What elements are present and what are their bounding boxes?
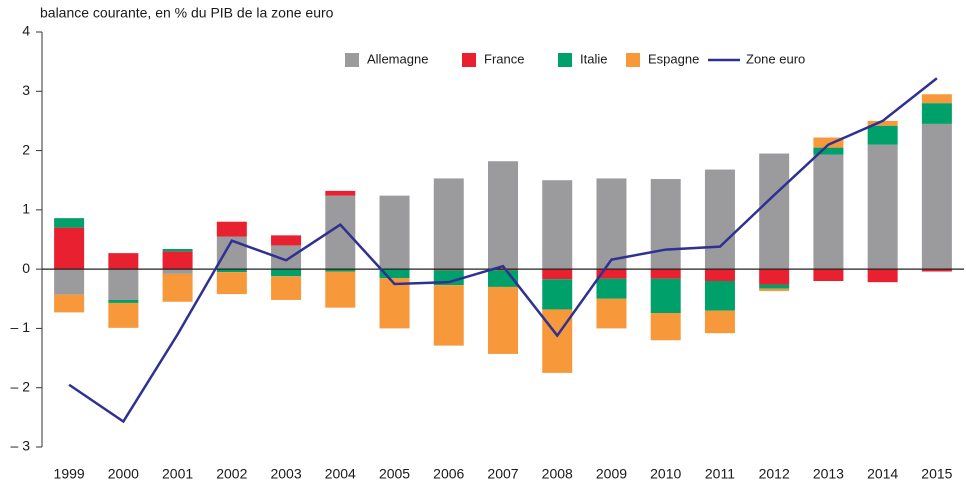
bar-segment — [759, 269, 790, 285]
x-tick-label: 2001 — [162, 466, 193, 482]
y-tick-label: – 3 — [11, 438, 31, 454]
x-tick-label: 2007 — [487, 466, 518, 482]
bar-segment — [108, 299, 139, 303]
x-tick-label: 2000 — [108, 466, 139, 482]
bar-segment — [542, 279, 573, 310]
legend-swatch — [345, 53, 359, 67]
line — [68, 77, 938, 424]
bar-segment — [759, 153, 790, 270]
bar-segment — [542, 269, 573, 280]
bar-segment — [271, 245, 302, 270]
y-tick-label: 0 — [22, 260, 30, 276]
bar-segment — [216, 221, 247, 237]
bar-segment — [650, 278, 681, 314]
bar-segment — [759, 288, 790, 292]
bar-segment — [867, 144, 898, 270]
x-tick-label: 2003 — [270, 466, 301, 482]
bar-segment — [325, 190, 356, 196]
legend-label: Espagne — [648, 51, 699, 66]
bar-segment — [704, 269, 735, 281]
x-tick-label: 2013 — [813, 466, 844, 482]
bar-segment — [813, 147, 844, 155]
bar-segment — [433, 178, 464, 270]
bar-segment — [867, 269, 898, 283]
x-tick-label: 2008 — [542, 466, 573, 482]
bar-segment — [162, 273, 193, 302]
bar-segment — [54, 227, 85, 270]
bar-segment — [162, 248, 193, 252]
bar-segment — [379, 195, 410, 270]
y-tick-label: – 2 — [11, 378, 31, 394]
bar-segment — [921, 94, 952, 104]
x-tick-label: 2004 — [325, 466, 356, 482]
legend-swatch — [462, 53, 476, 67]
bar-segment — [108, 253, 139, 270]
bar-segment — [488, 286, 518, 354]
x-tick-label: 2010 — [650, 466, 681, 482]
y-tick-label: 2 — [22, 141, 30, 157]
bar-segment — [271, 235, 302, 246]
bar-segment — [813, 269, 844, 281]
bar-segment — [650, 313, 681, 341]
bar-segment — [596, 269, 627, 279]
bar-segment — [108, 269, 139, 300]
bar-segment — [108, 302, 139, 328]
bar-segment — [650, 179, 681, 270]
bar-segment — [867, 125, 898, 145]
bar-segment — [488, 161, 518, 270]
y-tick-label: 4 — [22, 23, 30, 39]
legend-label: Allemagne — [367, 51, 428, 66]
bar-segment — [921, 103, 952, 124]
bar-segment — [596, 278, 627, 299]
bar-segment — [704, 310, 735, 334]
x-tick-label: 1999 — [54, 466, 85, 482]
x-tick-label: 2009 — [596, 466, 627, 482]
bar-segment — [54, 218, 85, 228]
x-tick-label: 2005 — [379, 466, 410, 482]
bar-segment — [596, 178, 627, 270]
bar-segment — [216, 272, 247, 295]
x-tick-label: 2011 — [705, 466, 735, 482]
bar-segment — [759, 284, 790, 289]
bar-segment — [379, 269, 410, 279]
legend-label: Zone euro — [746, 51, 805, 66]
bar-segment — [162, 251, 193, 270]
bar-segment — [867, 120, 898, 126]
bar-segment — [596, 298, 627, 329]
bar-segment — [325, 269, 356, 272]
bar-segment — [216, 269, 247, 273]
y-tick-label: 1 — [22, 201, 30, 217]
x-tick-label: 2006 — [433, 466, 464, 482]
bar-segment — [433, 285, 464, 346]
y-tick-label: 3 — [22, 82, 30, 98]
x-tick-label: 2012 — [759, 466, 790, 482]
x-tick-label: 2014 — [867, 466, 898, 482]
bar-segment — [379, 278, 410, 329]
bar-segment — [271, 276, 302, 300]
bar-segment — [704, 281, 735, 311]
bar-segment — [813, 154, 844, 270]
bar-segment — [650, 269, 681, 279]
bar-segment — [271, 269, 302, 277]
bar-segment — [542, 180, 573, 270]
x-tick-label: 2015 — [921, 466, 952, 482]
y-tick-label: – 1 — [11, 319, 31, 335]
legend-swatch — [558, 53, 572, 67]
bar-segment — [921, 123, 952, 270]
legend-swatch — [626, 53, 640, 67]
bar-segment — [54, 269, 85, 295]
legend-label: Italie — [580, 51, 607, 66]
bar-segment — [813, 137, 844, 148]
bar-segment — [54, 294, 85, 313]
x-tick-label: 2002 — [216, 466, 247, 482]
bar-segment — [325, 271, 356, 308]
bar-segment — [162, 269, 193, 274]
bar-segment — [704, 169, 735, 270]
legend-label: France — [484, 51, 524, 66]
bar-segment — [921, 269, 952, 272]
chart-title: balance courante, en % du PIB de la zone… — [40, 5, 334, 21]
